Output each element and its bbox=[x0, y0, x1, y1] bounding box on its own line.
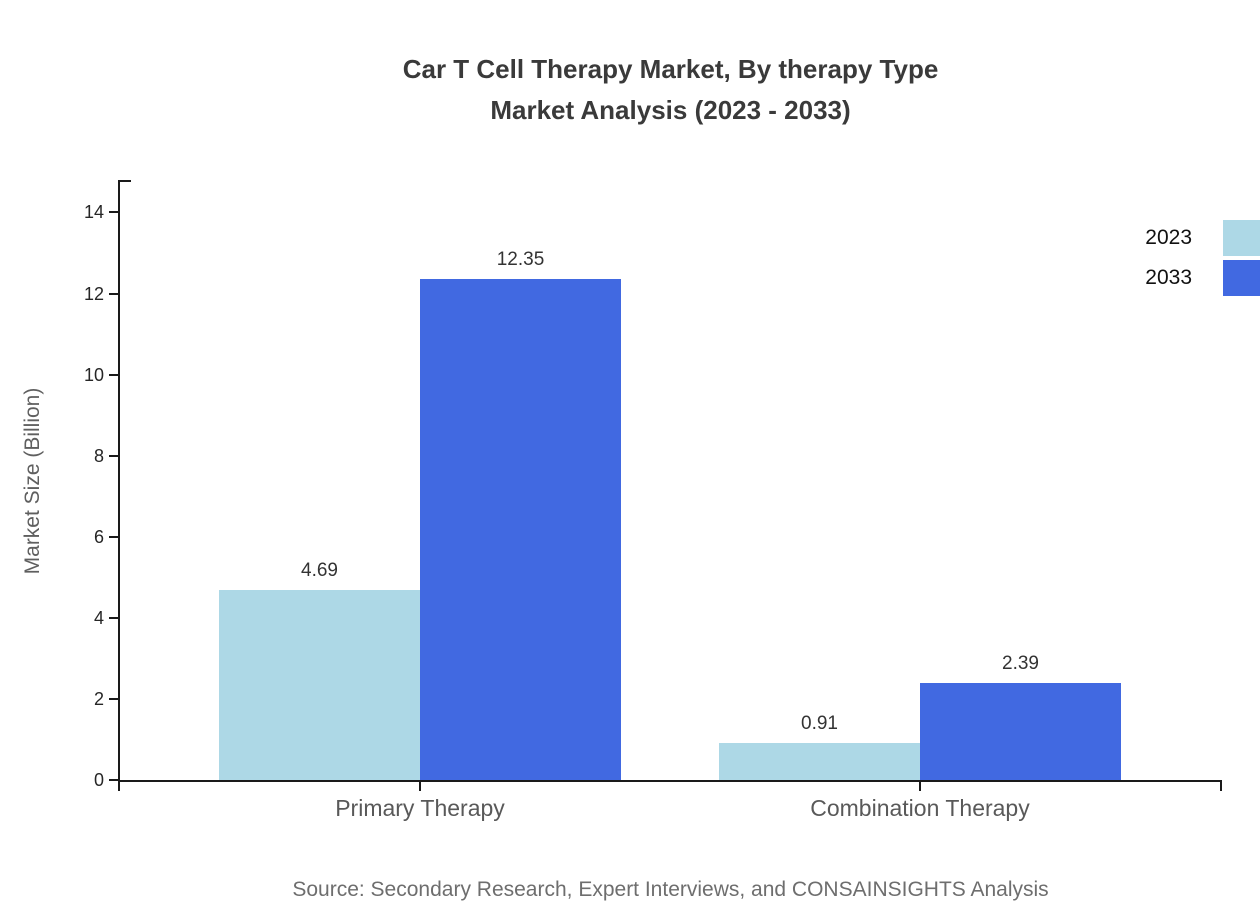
x-axis-end-cap bbox=[1220, 780, 1222, 791]
legend-label-2033: 2033 bbox=[1145, 266, 1192, 289]
x-axis-line bbox=[118, 780, 1222, 782]
y-tick-mark bbox=[109, 697, 118, 700]
y-tick-mark bbox=[109, 373, 118, 376]
bar-value-label: 4.69 bbox=[301, 560, 338, 581]
source-note: Source: Secondary Research, Expert Inter… bbox=[292, 878, 1049, 901]
y-tick-label: 8 bbox=[93, 445, 104, 466]
y-tick-label: 2 bbox=[93, 688, 104, 709]
bar-value-label: 0.91 bbox=[801, 713, 838, 734]
bar-value-label: 2.39 bbox=[1002, 653, 1039, 674]
bar-value-label: 12.35 bbox=[496, 249, 545, 270]
y-axis-line bbox=[118, 180, 120, 791]
chart-title-line2: Market Analysis (2023 - 2033) bbox=[490, 95, 851, 125]
bar-2033-combination-therapy bbox=[920, 683, 1121, 780]
x-category-label: Primary Therapy bbox=[335, 795, 505, 821]
y-tick-label: 12 bbox=[83, 283, 104, 304]
legend-item-2023: 2023 bbox=[1000, 220, 1260, 256]
legend-swatch-2023 bbox=[1223, 220, 1260, 256]
chart-title-line1: Car T Cell Therapy Market, By therapy Ty… bbox=[402, 54, 939, 84]
legend-swatch-2033 bbox=[1223, 260, 1260, 296]
legend-label-2023: 2023 bbox=[1145, 226, 1192, 249]
x-category-label: Combination Therapy bbox=[810, 795, 1030, 821]
chart-title: Car T Cell Therapy Market, By therapy Ty… bbox=[119, 49, 1222, 131]
x-tick-mark bbox=[419, 782, 421, 791]
y-tick-mark bbox=[109, 779, 118, 781]
y-tick-label: 14 bbox=[83, 202, 104, 223]
y-tick-mark bbox=[109, 454, 118, 457]
y-tick-label: 4 bbox=[93, 607, 104, 628]
y-tick-mark bbox=[109, 211, 118, 214]
bar-2023-combination-therapy bbox=[719, 743, 920, 780]
y-tick-mark bbox=[109, 535, 118, 538]
legend-item-2033: 2033 bbox=[1000, 260, 1260, 296]
bar-2023-primary-therapy bbox=[219, 590, 420, 780]
bar-2033-primary-therapy bbox=[420, 279, 621, 780]
y-tick-label: 10 bbox=[83, 364, 104, 385]
y-tick-mark bbox=[109, 292, 118, 295]
x-tick-mark bbox=[919, 782, 921, 791]
y-tick-mark bbox=[109, 616, 118, 619]
y-axis-end-cap bbox=[118, 180, 131, 182]
y-tick-label: 0 bbox=[93, 770, 104, 790]
y-tick-label: 6 bbox=[93, 526, 104, 547]
